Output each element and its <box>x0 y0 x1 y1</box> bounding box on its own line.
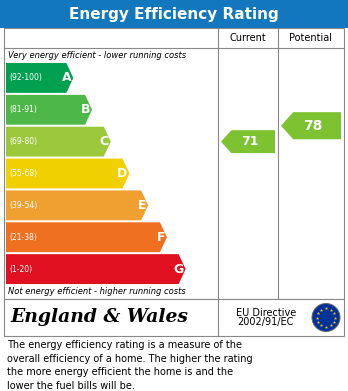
Polygon shape <box>6 95 92 125</box>
Text: England & Wales: England & Wales <box>10 308 188 326</box>
Text: A: A <box>62 72 71 84</box>
Polygon shape <box>281 112 341 139</box>
Text: Energy Efficiency Rating: Energy Efficiency Rating <box>69 7 279 22</box>
Text: (92-100): (92-100) <box>9 74 42 83</box>
Polygon shape <box>6 222 167 252</box>
Text: (1-20): (1-20) <box>9 265 32 274</box>
Polygon shape <box>6 190 148 220</box>
Text: Potential: Potential <box>290 33 332 43</box>
Text: Very energy efficient - lower running costs: Very energy efficient - lower running co… <box>8 51 186 60</box>
Text: D: D <box>117 167 127 180</box>
Bar <box>0 0 348 28</box>
Text: (69-80): (69-80) <box>9 137 37 146</box>
Text: 71: 71 <box>241 135 259 148</box>
Text: 2002/91/EC: 2002/91/EC <box>238 317 294 328</box>
Text: C: C <box>100 135 109 148</box>
Text: G: G <box>173 263 184 276</box>
Text: F: F <box>156 231 165 244</box>
Text: 78: 78 <box>303 119 323 133</box>
Bar <box>4 299 344 336</box>
Text: (39-54): (39-54) <box>9 201 37 210</box>
Polygon shape <box>6 63 73 93</box>
Text: The energy efficiency rating is a measure of the
overall efficiency of a home. T: The energy efficiency rating is a measur… <box>7 340 253 391</box>
Text: (81-91): (81-91) <box>9 105 37 114</box>
Text: Current: Current <box>230 33 266 43</box>
Text: Not energy efficient - higher running costs: Not energy efficient - higher running co… <box>8 287 186 296</box>
Polygon shape <box>6 159 129 188</box>
Text: EU Directive: EU Directive <box>236 308 296 319</box>
Polygon shape <box>221 130 275 153</box>
Circle shape <box>312 303 340 332</box>
Polygon shape <box>6 127 111 156</box>
Text: (55-68): (55-68) <box>9 169 37 178</box>
Text: (21-38): (21-38) <box>9 233 37 242</box>
Bar <box>4 28 344 299</box>
Polygon shape <box>6 254 185 284</box>
Text: E: E <box>138 199 146 212</box>
Text: B: B <box>80 103 90 116</box>
